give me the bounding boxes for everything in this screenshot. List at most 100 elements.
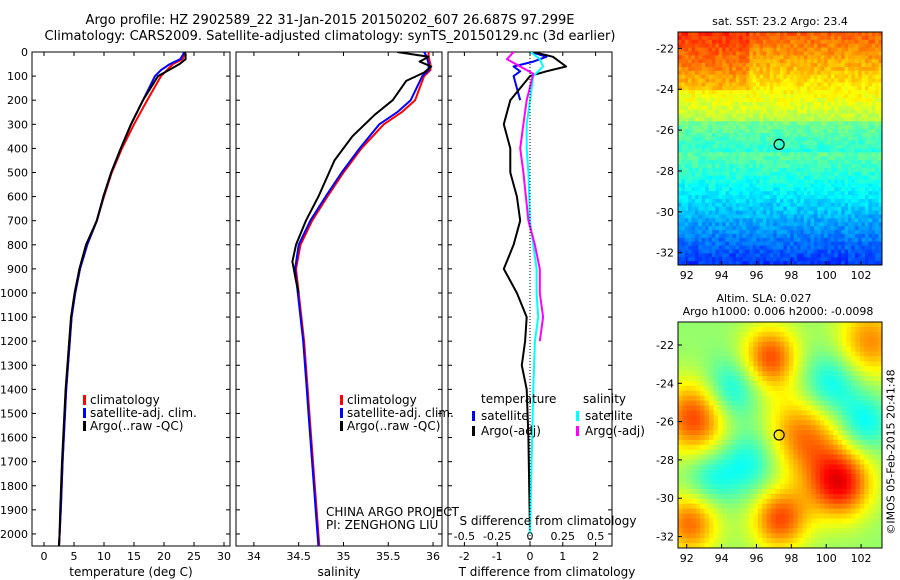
temperature-panel-frame xyxy=(31,51,231,547)
temperature-legend-label: climatology xyxy=(90,393,160,407)
difference-legend-swatch xyxy=(576,426,579,436)
temperature-legend-swatch xyxy=(83,421,86,431)
legend-header-salinity: salinity xyxy=(583,392,626,406)
sst-map-xtick-label: 102 xyxy=(851,269,872,282)
temperature-series-line xyxy=(58,52,187,546)
salinity-legend-swatch xyxy=(340,395,343,405)
depth-tick-label: 1500 xyxy=(0,407,28,420)
depth-tick-label: 1900 xyxy=(0,504,28,517)
difference-xlabel: T difference from climatology xyxy=(458,565,636,579)
temperature-legend-swatch xyxy=(83,395,86,405)
temperature-xtick-label: 0 xyxy=(41,550,48,563)
difference-legend-label: Argo(-adj) xyxy=(481,424,541,438)
sla-map-title-2: Argo h1000: 0.006 h2000: -0.0098 xyxy=(683,305,874,318)
sla-map xyxy=(678,322,883,549)
salinity-xtick-label: 35.5 xyxy=(376,550,401,563)
salinity-xtick-label: 34.5 xyxy=(286,550,311,563)
difference-series-line xyxy=(506,52,545,342)
difference-legend-swatch xyxy=(472,411,475,421)
sla-map-ytick-label: -24 xyxy=(656,377,674,390)
temperature-xtick-label: 25 xyxy=(187,550,201,563)
salinity-legend-swatch xyxy=(340,408,343,418)
salinity-xlabel: salinity xyxy=(317,565,360,579)
imos-credit: ©IMOS 05-Feb-2015 20:41:48 xyxy=(884,369,898,535)
depth-tick-label: 1000 xyxy=(0,287,28,300)
sst-map-xtick-label: 100 xyxy=(816,269,837,282)
depth-tick-label: 300 xyxy=(7,118,28,131)
sla-map-xtick-label: 102 xyxy=(851,552,872,565)
salinity-diff-tick-label: -0.25 xyxy=(483,530,511,543)
salinity-xtick-label: 36 xyxy=(426,550,440,563)
sst-map-ytick-label: -30 xyxy=(656,206,674,219)
difference-legend-label: satellite xyxy=(481,409,529,423)
sst-map-title: sat. SST: 23.2 Argo: 23.4 xyxy=(712,15,848,28)
project-line-1: CHINA ARGO PROJECT xyxy=(326,505,460,519)
salinity-diff-tick-label: 0.25 xyxy=(551,530,576,543)
depth-tick-label: 100 xyxy=(7,70,28,83)
difference-series-line xyxy=(502,52,568,535)
depth-tick-label: 1100 xyxy=(0,311,28,324)
depth-tick-label: 1600 xyxy=(0,432,28,445)
argo-float-marker xyxy=(773,138,785,151)
difference-series-line xyxy=(512,52,548,101)
salinity-xtick-label: 35 xyxy=(336,550,350,563)
sla-map-ytick-label: -26 xyxy=(656,416,674,429)
depth-tick-label: 900 xyxy=(7,263,28,276)
temperature-xtick-label: 30 xyxy=(217,550,231,563)
salinity-series-line xyxy=(291,52,433,294)
title-line-2: Climatology: CARS2009. Satellite-adjuste… xyxy=(44,29,616,44)
temperature-series-line xyxy=(58,52,186,546)
legend-header-temperature: temperature xyxy=(481,392,556,406)
depth-tick-label: 400 xyxy=(7,142,28,155)
sst-map-frame xyxy=(677,31,883,266)
sla-map-ytick-label: -32 xyxy=(656,531,674,544)
depth-tick-label: 1300 xyxy=(0,359,28,372)
salinity-panel-frame xyxy=(235,51,443,547)
sst-map-ytick-label: -28 xyxy=(656,165,674,178)
difference-xtick-label: -1 xyxy=(492,550,503,563)
depth-tick-label: 1800 xyxy=(0,480,28,493)
sla-map-xtick-label: 92 xyxy=(680,552,694,565)
sst-map-ytick-label: -26 xyxy=(656,124,674,137)
salinity-xtick-label: 34 xyxy=(247,550,261,563)
sla-map-xtick-label: 100 xyxy=(816,552,837,565)
temperature-xtick-label: 15 xyxy=(127,550,141,563)
depth-tick-label: 200 xyxy=(7,94,28,107)
temperature-xtick-label: 20 xyxy=(157,550,171,563)
depth-tick-label: 1700 xyxy=(0,456,28,469)
temperature-xtick-label: 5 xyxy=(71,550,78,563)
temperature-xtick-label: 10 xyxy=(97,550,111,563)
sst-map-xtick-label: 92 xyxy=(680,269,694,282)
sla-map-ytick-label: -22 xyxy=(656,339,674,352)
sla-map-ytick-label: -30 xyxy=(656,492,674,505)
difference-xtick-label: 2 xyxy=(592,550,599,563)
difference-legend-swatch xyxy=(472,426,475,436)
difference-legend-swatch xyxy=(576,411,579,421)
depth-tick-label: 1400 xyxy=(0,383,28,396)
sst-map-ytick-label: -32 xyxy=(656,247,674,260)
difference-xtick-label: 0 xyxy=(527,550,534,563)
depth-tick-label: 500 xyxy=(7,166,28,179)
sla-map-xtick-label: 98 xyxy=(784,552,798,565)
salinity-series-line xyxy=(294,52,430,546)
temperature-legend-label: satellite-adj. clim. xyxy=(90,406,197,420)
salinity-legend-label: satellite-adj. clim. xyxy=(347,406,454,420)
sst-map-xtick-label: 96 xyxy=(749,269,763,282)
salinity-diff-tick-label: -0.5 xyxy=(454,530,475,543)
title-line-1: Argo profile: HZ 2902589_22 31-Jan-2015 … xyxy=(85,13,575,28)
sst-map xyxy=(678,32,883,266)
temperature-xlabel: temperature (deg C) xyxy=(69,565,192,579)
difference-legend-label: satellite xyxy=(585,409,633,423)
sst-map-xtick-label: 94 xyxy=(715,269,729,282)
sla-map-ytick-label: -28 xyxy=(656,454,674,467)
difference-legend-label: Argo(-adj) xyxy=(585,424,645,438)
depth-tick-label: 1200 xyxy=(0,335,28,348)
depth-tick-label: 0 xyxy=(21,46,28,59)
salinity-legend-swatch xyxy=(340,421,343,431)
sla-map-frame xyxy=(677,321,883,549)
temperature-series-line xyxy=(58,52,185,546)
project-line-2: PI: ZENGHONG LIU xyxy=(326,518,438,532)
salinity-legend-label: climatology xyxy=(347,393,417,407)
difference-xtick-label: 1 xyxy=(559,550,566,563)
